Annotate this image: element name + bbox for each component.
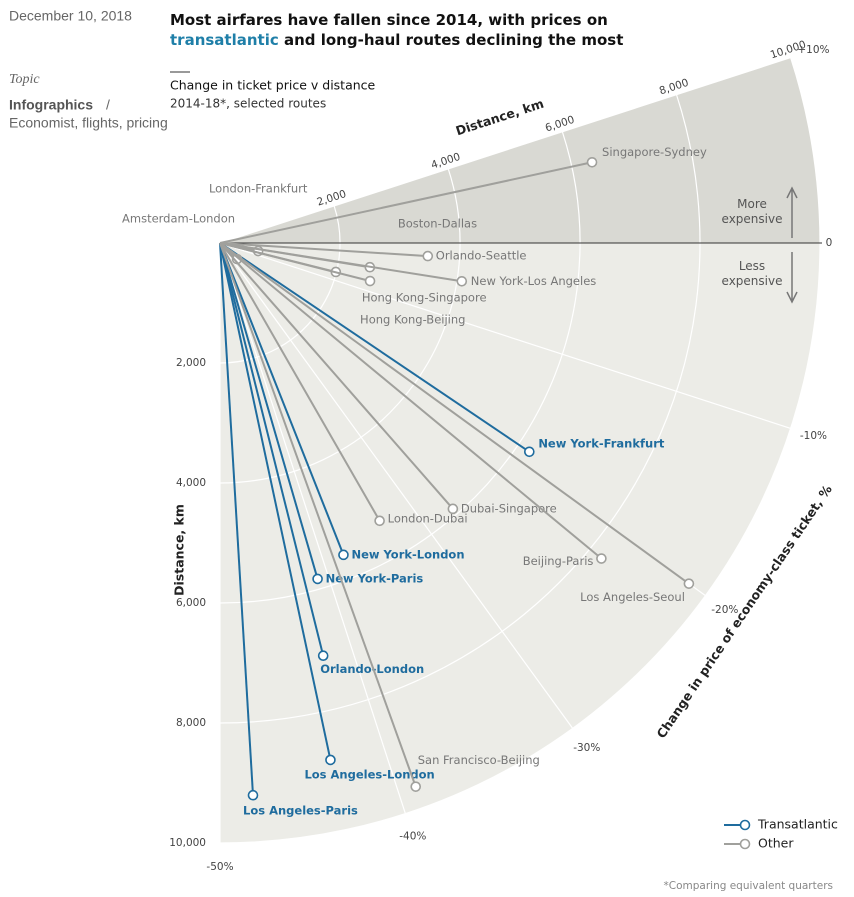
route-line bbox=[219, 242, 325, 656]
background-negative bbox=[220, 243, 820, 843]
route-label: London-Dubai bbox=[388, 511, 468, 525]
route-label: New York-Paris bbox=[326, 571, 424, 585]
route-line bbox=[219, 242, 462, 283]
y-tick-label: -50% bbox=[206, 861, 233, 873]
route-point bbox=[596, 553, 607, 564]
route-line bbox=[219, 242, 454, 510]
grid-spoke bbox=[219, 242, 791, 429]
title-part: and long-haul routes declining the most bbox=[279, 31, 624, 49]
subtitle: 2014-18*, selected routes bbox=[170, 97, 326, 111]
arrow bbox=[786, 252, 798, 304]
route-point bbox=[456, 275, 468, 287]
route-line bbox=[219, 242, 690, 585]
route-label: Boston-Dallas bbox=[398, 217, 477, 231]
x-axis-title: Distance, km bbox=[454, 96, 546, 139]
annotation-line: More bbox=[737, 197, 767, 211]
route-line bbox=[219, 242, 417, 787]
annotation: Less expensive bbox=[722, 259, 783, 288]
chart-title: Most airfares have fallen since 2014, wi… bbox=[170, 11, 623, 49]
route-label: Los Angeles-Seoul bbox=[580, 590, 685, 604]
route-point bbox=[338, 549, 349, 561]
route-line bbox=[219, 242, 319, 580]
legend-label: Transatlantic bbox=[757, 817, 838, 832]
title-part: Most airfares have fallen since 2014, wi… bbox=[170, 11, 608, 29]
y-tick-label: -40% bbox=[399, 830, 426, 842]
route-line bbox=[219, 242, 332, 761]
route-point bbox=[325, 754, 336, 766]
route-point bbox=[317, 650, 329, 661]
route-point bbox=[247, 789, 259, 801]
route-point bbox=[683, 578, 695, 589]
route-line bbox=[219, 242, 254, 796]
route-label: San Francisco-Beijing bbox=[418, 753, 540, 767]
annotation-line: expensive bbox=[722, 212, 783, 226]
route-label: New York-London bbox=[351, 547, 464, 561]
grid-arc bbox=[219, 57, 821, 844]
route-label: Orlando-Seattle bbox=[436, 249, 527, 263]
legend-marker bbox=[739, 819, 751, 831]
route-point bbox=[364, 275, 376, 287]
footnote: *Comparing equivalent quarters bbox=[664, 880, 834, 892]
route-label: Dubai-Singapore bbox=[461, 501, 557, 515]
category[interactable]: Infographics bbox=[9, 97, 93, 113]
y-tick-label: 0 bbox=[826, 237, 833, 249]
tags[interactable]: Economist, flights, pricing bbox=[9, 115, 168, 131]
legend-label: Other bbox=[758, 836, 794, 851]
route-line bbox=[219, 242, 345, 556]
route-point bbox=[586, 156, 598, 168]
x-tick-label: 6,000 bbox=[176, 597, 206, 609]
background-positive bbox=[220, 57, 820, 244]
x-tick-label: 2,000 bbox=[176, 357, 206, 369]
route-label: Hong Kong-Singapore bbox=[362, 290, 487, 304]
route-label: London-Frankfurt bbox=[209, 182, 308, 196]
grid-spoke bbox=[219, 242, 574, 729]
route-point bbox=[312, 573, 323, 585]
annotation-line: expensive bbox=[722, 274, 783, 288]
legend-marker bbox=[739, 838, 751, 850]
route-point bbox=[374, 515, 385, 527]
route-point bbox=[524, 446, 535, 458]
date: December 10, 2018 bbox=[9, 8, 132, 24]
route-label: Amsterdam-London bbox=[122, 212, 235, 226]
route-label: Los Angeles-Paris bbox=[243, 804, 358, 818]
y-tick-label: -30% bbox=[573, 742, 600, 754]
x-tick-label: 10,000 bbox=[169, 837, 206, 849]
y-tick-label: +10% bbox=[797, 44, 829, 56]
route-label: New York-Frankfurt bbox=[538, 436, 665, 450]
subtitle: Change in ticket price v distance bbox=[170, 78, 376, 93]
x-tick-label: 8,000 bbox=[176, 717, 206, 729]
route-line bbox=[219, 242, 603, 560]
route-point bbox=[447, 503, 459, 515]
x-tick-label: 4,000 bbox=[176, 477, 206, 489]
topic-label: Topic bbox=[9, 72, 40, 87]
route-label: Hong Kong-Beijing bbox=[360, 313, 465, 327]
route-point bbox=[422, 250, 434, 262]
separator: / bbox=[106, 97, 110, 113]
annotation-line: Less bbox=[739, 259, 765, 273]
plot: 2,0002,0004,0004,0006,0006,0008,0008,000… bbox=[122, 39, 835, 873]
route-label: Orlando-London bbox=[320, 662, 424, 676]
route-label: Beijing-Paris bbox=[523, 554, 594, 568]
grid-spoke bbox=[219, 57, 791, 244]
y-tick-label: -20% bbox=[711, 604, 738, 616]
title-part: transatlantic bbox=[170, 31, 279, 49]
grid-spoke bbox=[219, 242, 406, 814]
route-line bbox=[219, 242, 381, 522]
route-line bbox=[219, 161, 593, 244]
route-line bbox=[219, 242, 530, 453]
arrow bbox=[786, 186, 798, 238]
route-label: Los Angeles-London bbox=[304, 767, 434, 781]
route-line bbox=[219, 242, 428, 258]
annotation: More expensive bbox=[722, 197, 783, 226]
route-line bbox=[219, 242, 371, 282]
route-label: New York-Los Angeles bbox=[471, 274, 597, 288]
route-point bbox=[410, 781, 422, 792]
x-axis-title: Distance, km bbox=[172, 504, 187, 596]
y-tick-label: -10% bbox=[800, 430, 827, 442]
route-label: Singapore-Sydney bbox=[602, 145, 707, 159]
